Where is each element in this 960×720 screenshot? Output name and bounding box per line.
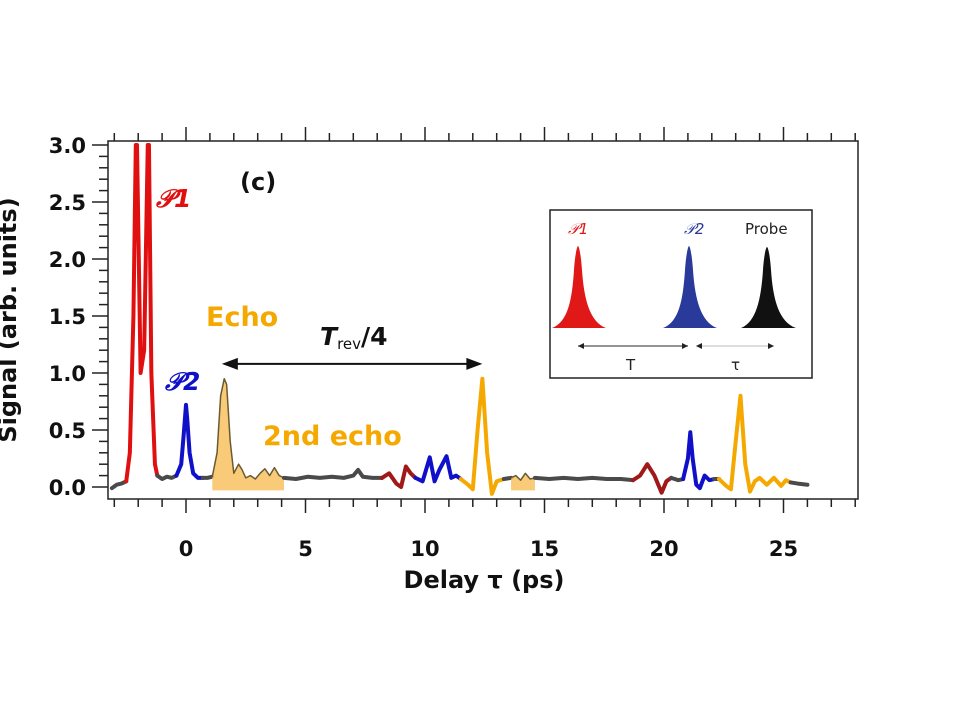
svg-text:Trev/4: Trev/4: [320, 322, 388, 353]
x-tick-label: 5: [298, 537, 313, 561]
series-line-revival-blue-1: [413, 454, 463, 484]
y-tick-label: 2.0: [49, 248, 86, 272]
y-tick-label: 0.5: [49, 419, 86, 443]
series-line-revival-red-1: [379, 464, 418, 489]
series-line-baseline-5: [501, 475, 514, 482]
second-echo-label: 2nd echo: [263, 421, 402, 452]
inset-probe-label: Probe: [745, 220, 788, 238]
y-tick-label: 3.0: [49, 134, 86, 158]
series-line-second-echo-fill: [510, 472, 536, 481]
trev-label-tail: /4: [361, 322, 388, 351]
x-tick-label: 10: [410, 537, 439, 561]
p1-label: 𝒫1: [155, 184, 191, 213]
x-axis-title: Delay τ (ps): [404, 566, 565, 594]
inset-T-arrow-head-right: [682, 343, 688, 349]
echo-label: Echo: [206, 302, 278, 333]
series-line-revival-red-2: [630, 462, 674, 495]
series-fill-Echo: [212, 378, 284, 491]
inset-tau-label: τ: [731, 356, 740, 374]
x-tick-label: 0: [179, 537, 194, 561]
inset-pulse-probe: [741, 247, 796, 328]
series-line-revival-orange-1: [458, 376, 506, 496]
p2-label: 𝒫2: [164, 367, 200, 396]
inset-pulse-p2: [663, 246, 717, 328]
y-tick-label: 1.0: [49, 362, 86, 386]
x-tick-label: 25: [769, 537, 798, 561]
series-line-baseline-start: [109, 479, 129, 491]
y-tick-label: 2.5: [49, 191, 86, 215]
inset-T-label: T: [625, 356, 636, 374]
y-tick-label: 1.5: [49, 305, 86, 329]
axis-ticks: [92, 127, 856, 513]
plot-frame: [107, 140, 859, 500]
series-line-baseline-6: [532, 475, 635, 483]
inset-T-arrow-head-left: [578, 343, 584, 349]
series-line-baseline-end: [788, 480, 810, 487]
series-line-baseline-2: [155, 473, 179, 482]
panel-label: (c): [240, 168, 276, 196]
inset-tau-arrow-head-left: [696, 343, 702, 349]
inset-pulse-p1: [552, 246, 606, 328]
trev-label-sub: rev: [337, 335, 361, 353]
trev-label-main: T: [320, 322, 339, 351]
tick-labels: 0 5 10 15 20 25 0.0 0.5 1.0 1.5 2.0 2.5 3.0: [49, 134, 798, 561]
y-axis-title: Signal (arb. units): [0, 197, 22, 442]
series-line-baseline-3: [200, 474, 215, 480]
trev-annotation: Trev/4: [221, 322, 483, 370]
inset-p1-label: 𝒫1: [568, 220, 588, 238]
x-tick-label: 15: [530, 537, 559, 561]
inset-schematic: 𝒫1 𝒫2 Probe T τ: [549, 209, 813, 379]
y-tick-label: 0.0: [49, 476, 86, 500]
x-tick-label: 20: [649, 537, 678, 561]
series-line-revival-orange-2: [716, 393, 793, 494]
series-line-revival-blue-2: [681, 430, 717, 491]
inset-tau-arrow-head-right: [768, 343, 774, 349]
inset-p2-label: 𝒫2: [684, 220, 704, 238]
series-line-baseline-4: [281, 467, 384, 482]
trev-arrow-head-right: [466, 357, 483, 370]
series-line-P2: [174, 402, 205, 480]
trev-arrow-head-left: [221, 357, 238, 370]
series-line-P1: [124, 143, 160, 484]
signal-traces: [109, 143, 810, 496]
series-line-Echo: [211, 377, 285, 480]
